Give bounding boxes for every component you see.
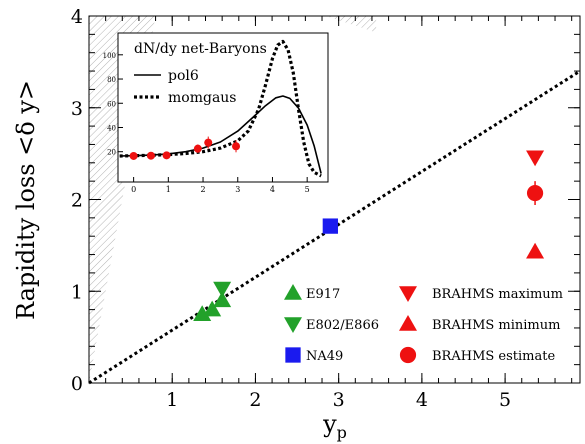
y-tick-label: 2 [71,190,83,212]
legend-marker [284,317,302,333]
inset-x-tick-label: 2 [200,185,205,194]
inset-data-points [129,136,241,160]
legend-label: BRAHMS minimum [432,318,560,333]
inset-data-point [232,142,241,151]
legend-marker [399,286,417,302]
inset-y-tick-label: 100 [103,52,116,60]
y-tick-label: 4 [71,6,83,28]
inset-curve-momgaus [119,39,322,178]
y-axis-label: Rapidity loss <δ y> [12,80,40,320]
data-point-brahms-minimum [526,242,545,259]
inset-data-point [162,151,171,160]
y-tick-label: 3 [71,98,83,120]
inset-x-tick-label: 5 [305,185,310,194]
inset-y-tick-label: 60 [107,100,116,108]
inset-x-axis-ticks: 0 1 2 3 4 5 [131,177,310,194]
y-tick-label: 0 [71,373,83,395]
legend-label: E802/E866 [306,318,379,333]
inset-frame [117,32,329,183]
legend-marker [399,346,417,364]
y-tick-label: 1 [71,281,83,303]
inset-data-point [146,151,155,160]
inset-title: dN/dy net-Baryons [134,41,267,57]
inset-y-tick-label: 20 [107,149,116,157]
inset-data-point [193,144,202,153]
legend-marker [284,284,302,300]
inset-legend-label: pol6 [168,68,199,84]
legend-label: NA49 [306,349,343,364]
legend-label: BRAHMS maximum [432,287,563,302]
x-tick-label: 3 [333,389,345,411]
inset-plot: 0 1 2 3 4 5 20 40 60 80 100 dN/dy net-Baryons pol… [103,32,329,194]
data-points [193,150,545,321]
x-tick-label: 1 [166,389,178,411]
data-point-na49 [322,218,338,234]
x-tick-label: 4 [416,389,428,411]
inset-x-tick-label: 0 [131,185,136,194]
inset-data-point [129,151,138,160]
data-point-brahms-maximum [526,150,545,167]
shaded-region-top-wedge [326,16,377,33]
legend-label: E917 [306,287,340,302]
data-point-e917 [203,300,222,317]
x-axis-label: yp [322,410,347,442]
data-point-e917 [193,305,212,321]
inset-legend-label: momgaus [168,90,237,106]
x-tick-label: 5 [499,389,511,411]
data-point-e802-e866 [213,281,232,298]
legend: E917 E802/E866 NA49 BRAHMS maximum BRAHMS mi… [284,284,563,364]
legend-marker [285,347,301,363]
inset-x-tick-label: 4 [270,185,275,194]
inset-data-point [204,138,213,147]
inset-legend: pol6 momgaus [134,68,237,106]
inset-y-tick-label: 40 [107,124,116,132]
inset-curves [119,39,322,178]
x-axis-label-sub: p [337,423,347,442]
inset-y-axis-ticks: 20 40 60 80 100 [103,52,123,157]
x-axis-ticks: 1 2 3 4 5 [105,16,573,411]
data-point-e917 [213,291,232,308]
y-axis-ticks: 0 1 2 3 4 [71,6,580,395]
inset-x-tick-label: 1 [166,185,171,194]
data-point-brahms-estimate [526,184,544,202]
x-tick-label: 2 [249,389,261,411]
inset-y-tick-label: 80 [107,76,116,84]
legend-label: BRAHMS estimate [432,349,555,364]
inset-x-tick-label: 3 [235,185,240,194]
legend-marker [399,315,417,331]
x-axis-label-main: y [322,410,337,438]
